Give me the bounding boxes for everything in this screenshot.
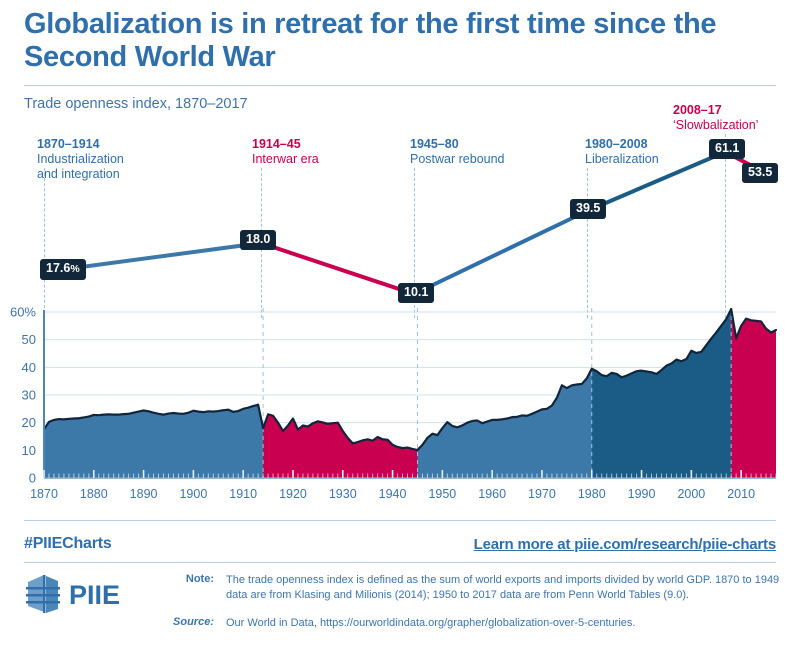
x-tick-label: 1900	[179, 487, 207, 501]
y-tick-label: 20	[22, 415, 36, 430]
schematic-segment-postwar	[412, 209, 589, 296]
era-label-industrialization: 1870–1914 Industrialization and integrat…	[37, 137, 124, 182]
note-text: The trade openness index is defined as t…	[226, 574, 780, 601]
guide-1870	[44, 168, 45, 318]
era-desc-line1: ‘Slowbalization’	[673, 118, 759, 132]
x-tick-label: 1970	[528, 487, 556, 501]
guide-1980	[587, 168, 588, 318]
era-desc-line1: Postwar rebound	[410, 152, 505, 166]
x-tick-label: 1910	[229, 487, 257, 501]
y-tick-label: 30	[22, 388, 36, 403]
value-pill-2017: 53.5	[742, 163, 779, 183]
piie-logo: PIIE	[26, 575, 120, 613]
footer-divider-top	[24, 520, 776, 521]
area-segment	[731, 308, 776, 478]
value-pill-1980: 39.5	[570, 199, 607, 219]
series-line	[42, 307, 778, 452]
y-tick-label: 50	[22, 332, 36, 347]
value-text: 17.6	[46, 261, 71, 275]
source-label: Source:	[173, 616, 214, 628]
area-segment	[591, 308, 732, 478]
x-tick-label: 1880	[80, 487, 108, 501]
era-desc-line2: and integration	[37, 167, 120, 181]
era-range: 1980–2008	[585, 137, 648, 151]
piie-logo-mark	[26, 575, 60, 613]
era-label-postwar: 1945–80 Postwar rebound	[410, 137, 505, 167]
x-tick-label: 1950	[428, 487, 456, 501]
hashtag-piiecharts: #PIIECharts	[24, 535, 112, 552]
chart-subtitle: Trade openness index, 1870–2017	[24, 96, 248, 112]
learn-more-link[interactable]: Learn more at piie.com/research/piie-cha…	[473, 536, 777, 553]
value-text: 61.1	[715, 141, 740, 155]
era-label-liberalization: 1980–2008 Liberalization	[585, 137, 659, 167]
note-row: Note: The trade openness index is define…	[168, 573, 780, 603]
x-tick-label: 1980	[578, 487, 606, 501]
era-range: 2008–17	[673, 103, 722, 117]
value-pill-1945: 10.1	[398, 283, 435, 303]
source-text: Our World in Data, https://ourworldindat…	[226, 617, 636, 629]
era-range: 1914–45	[252, 137, 301, 151]
era-desc-line1: Industrialization	[37, 152, 124, 166]
piie-logo-text: PIIE	[69, 580, 120, 610]
y-tick-label: 60%	[10, 305, 36, 320]
value-text: 53.5	[748, 165, 773, 179]
era-label-slowbalization: 2008–17 ‘Slowbalization’	[673, 103, 758, 133]
page-title: Globalization is in retreat for the firs…	[24, 8, 717, 73]
era-desc-line1: Liberalization	[585, 152, 659, 166]
x-tick-label: 1990	[628, 487, 656, 501]
note-label: Note:	[185, 573, 214, 585]
schematic-segment-liberalization	[585, 150, 727, 213]
era-range: 1870–1914	[37, 137, 100, 151]
x-tick-label: 2000	[677, 487, 705, 501]
y-tick-label: 10	[22, 443, 36, 458]
x-tick-label: 1890	[130, 487, 158, 501]
era-desc-line1: Interwar era	[252, 152, 319, 166]
schematic-trend-line	[42, 150, 770, 296]
trade-openness-area-chart: 0 10 20 30 40 50 60% 1870 1880 1890 1900 1910 1920 19…	[10, 305, 778, 501]
footer-divider-bottom	[24, 562, 776, 563]
source-row: Source: Our World in Data, https://ourwo…	[168, 616, 780, 631]
x-tick-label: 1920	[279, 487, 307, 501]
y-tick-label: 0	[29, 471, 36, 486]
era-range: 1945–80	[410, 137, 459, 151]
x-tick-label: 1960	[478, 487, 506, 501]
y-tick-label: 40	[22, 360, 36, 375]
x-tick-label: 1930	[329, 487, 357, 501]
value-pill-1870: 17.6%	[40, 259, 86, 280]
x-tick-label: 1940	[379, 487, 407, 501]
era-label-interwar: 1914–45 Interwar era	[252, 137, 319, 167]
value-suffix: %	[70, 263, 80, 275]
title-divider	[24, 85, 776, 86]
x-tick-label: 1870	[30, 487, 58, 501]
guide-2008	[725, 134, 726, 318]
value-text: 18.0	[246, 232, 271, 246]
value-pill-1914: 18.0	[240, 230, 277, 250]
value-text: 39.5	[576, 201, 601, 215]
guide-1945	[414, 168, 415, 318]
x-tick-label: 2010	[727, 487, 755, 501]
footnotes: Note: The trade openness index is define…	[168, 573, 780, 640]
value-pill-2008: 61.1	[709, 139, 746, 159]
schematic-segment-interwar	[259, 241, 416, 296]
value-text: 10.1	[404, 285, 429, 299]
